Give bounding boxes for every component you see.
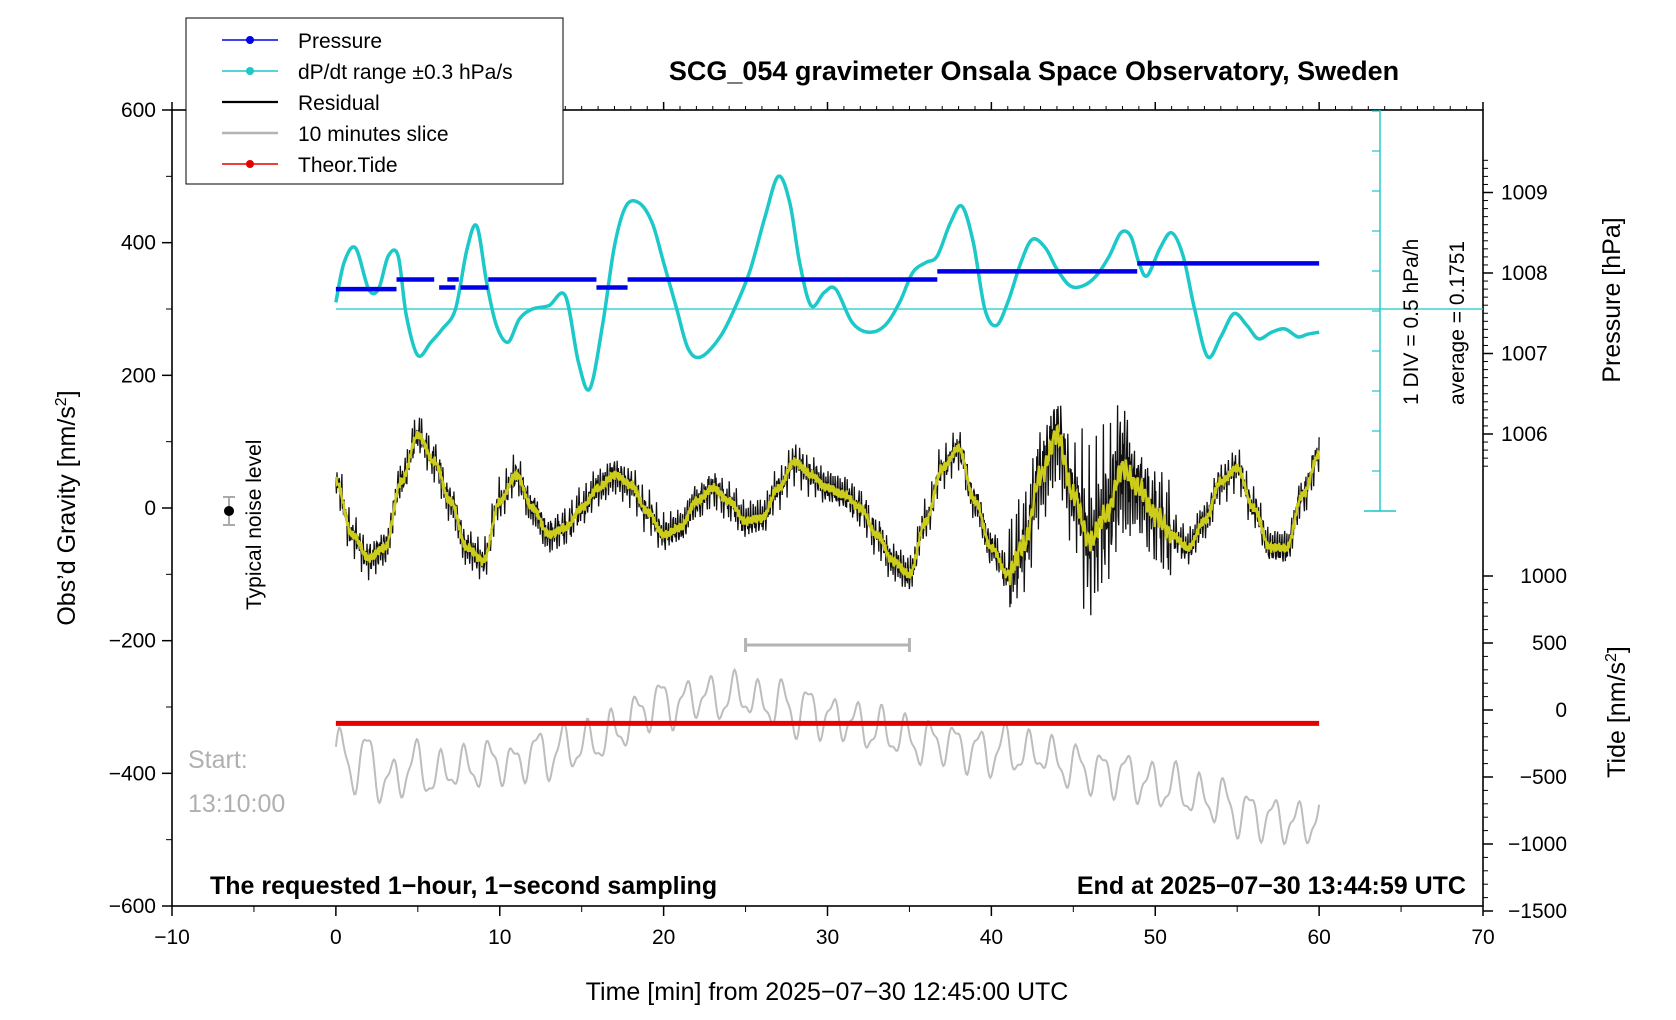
start-label: Start: [188,746,248,774]
tide-tick-label: 0 [1555,699,1567,722]
y-axis-left-label: Obs’d Gravity [nm/s2] [53,390,81,625]
tide-tick-label: −1000 [1508,833,1567,856]
plot-frame [171,109,1484,907]
pressure-tick-label: 1006 [1501,423,1548,446]
residual-smooth-line [334,423,1321,586]
legend-label: Residual [298,92,380,115]
y-left-tick-label: 600 [121,99,156,122]
y-left-tick-label: −600 [109,895,156,918]
average-label: average = 0.1751 [1446,241,1469,405]
bottom-left-note: The requested 1−hour, 1−second sampling [210,872,717,900]
legend-label: 10 minutes slice [298,123,449,146]
y-axis-right: 1009 1008 1007 1006 1000 500 0 −500 −1000 −1500 [1483,159,1567,923]
legend-marker [246,67,254,75]
x-tick-label: 20 [652,926,675,949]
y-axis-pressure-label: Pressure [hPa] [1598,217,1626,382]
legend: Pressure dP/dt range ±0.3 hPa/s Residual 10… [185,17,564,185]
x-tick-label: 70 [1471,926,1494,949]
tide-tick-label: −1500 [1508,900,1567,923]
x-tick-label: −10 [154,926,190,949]
x-tick-label: 60 [1307,926,1330,949]
dpdt-div-scale [1364,110,1396,512]
x-axis: −10 0 10 20 30 40 50 60 70 [154,102,1495,949]
dpdt-series-line [334,174,1320,392]
tide-tick-label: 500 [1532,632,1567,655]
legend-label: Pressure [298,30,382,53]
legend-label: dP/dt range ±0.3 hPa/s [298,61,513,84]
pressure-tick-label: 1009 [1501,182,1548,205]
y-left-tick-label: 0 [144,497,156,520]
residual-series-line [335,405,1320,616]
bottom-right-note: End at 2025−07−30 13:44:59 UTC [1077,872,1466,900]
legend-label: Theor.Tide [298,154,398,177]
pressure-series [335,261,1320,292]
y-axis-left: 600 400 200 0 −200 −400 −600 [109,99,172,918]
tide-tick-label: −500 [1520,766,1567,789]
chart-title: SCG_054 gravimeter Onsala Space Observat… [669,56,1399,86]
y-left-tick-label: 200 [121,364,156,387]
start-time: 13:10:00 [188,790,285,818]
y-left-tick-label: −200 [109,630,156,653]
pressure-tick-label: 1007 [1501,343,1548,366]
x-tick-label: 50 [1144,926,1167,949]
div-label: 1 DIV = 0.5 hPa/h [1400,239,1423,405]
pressure-tick-label: 1008 [1501,262,1548,285]
y-left-tick-label: 400 [121,232,156,255]
noise-level-marker [223,496,235,526]
x-tick-label: 30 [816,926,839,949]
slice-range-bracket [744,638,911,652]
legend-marker [246,160,254,168]
legend-marker [246,36,254,44]
x-tick-label: 0 [330,926,342,949]
tide-tick-label: 1000 [1520,565,1567,588]
x-axis-label: Time [min] from 2025−07−30 12:45:00 UTC [586,978,1069,1006]
noise-level-label: Typical noise level [243,440,266,610]
slice-series-line [334,667,1321,846]
x-tick-label: 40 [980,926,1003,949]
y-left-tick-label: −400 [109,762,156,785]
y-axis-tide-label: Tide [nm/s2] [1603,646,1631,778]
x-tick-label: 10 [488,926,511,949]
